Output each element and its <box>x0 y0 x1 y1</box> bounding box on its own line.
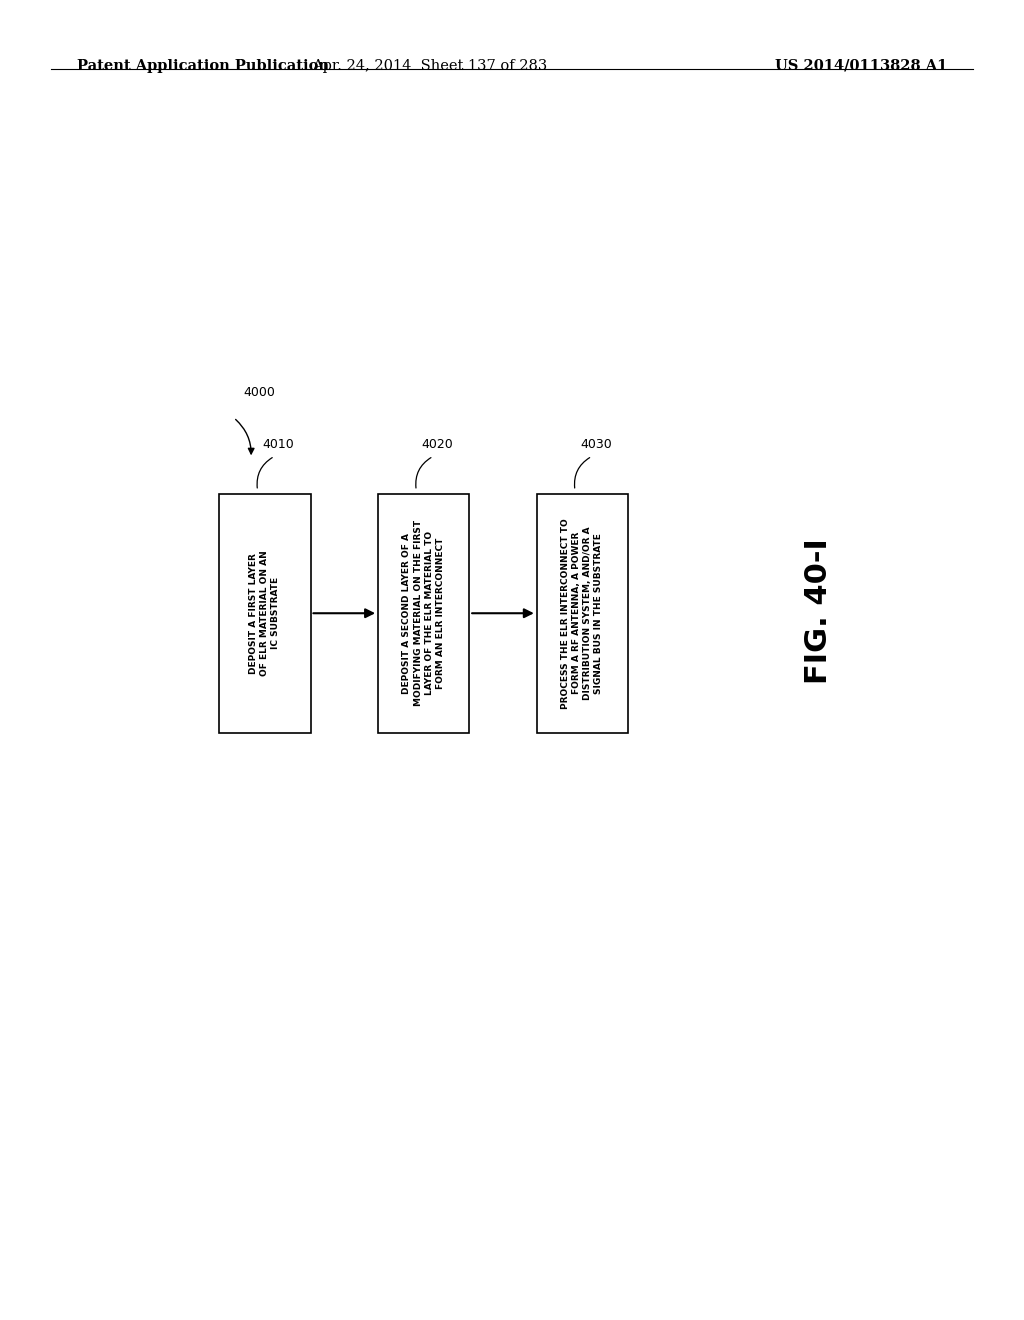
Text: PROCESS THE ELR INTERCONNECT TO
FORM A RF ANTENNA, A POWER
DISTRIBUTION SYSTEM, : PROCESS THE ELR INTERCONNECT TO FORM A R… <box>561 517 603 709</box>
Text: 4030: 4030 <box>581 438 612 451</box>
Bar <box>378 494 469 733</box>
Bar <box>537 494 628 733</box>
Text: US 2014/0113828 A1: US 2014/0113828 A1 <box>775 58 947 73</box>
Text: DEPOSIT A FIRST LAYER
OF ELR MATERIAL ON AN
IC SUBSTRATE: DEPOSIT A FIRST LAYER OF ELR MATERIAL ON… <box>249 550 281 676</box>
Bar <box>219 494 310 733</box>
Text: Patent Application Publication: Patent Application Publication <box>77 58 329 73</box>
Text: 4000: 4000 <box>243 385 275 399</box>
Text: FIG. 40-I: FIG. 40-I <box>804 537 833 684</box>
Text: Apr. 24, 2014  Sheet 137 of 283: Apr. 24, 2014 Sheet 137 of 283 <box>312 58 548 73</box>
Text: 4010: 4010 <box>263 438 295 451</box>
Text: 4020: 4020 <box>422 438 454 451</box>
Text: DEPOSIT A SECOND LAYER OF A
MODIFYING MATERIAL ON THE FIRST
LAYER OF THE ELR MAT: DEPOSIT A SECOND LAYER OF A MODIFYING MA… <box>402 520 444 706</box>
